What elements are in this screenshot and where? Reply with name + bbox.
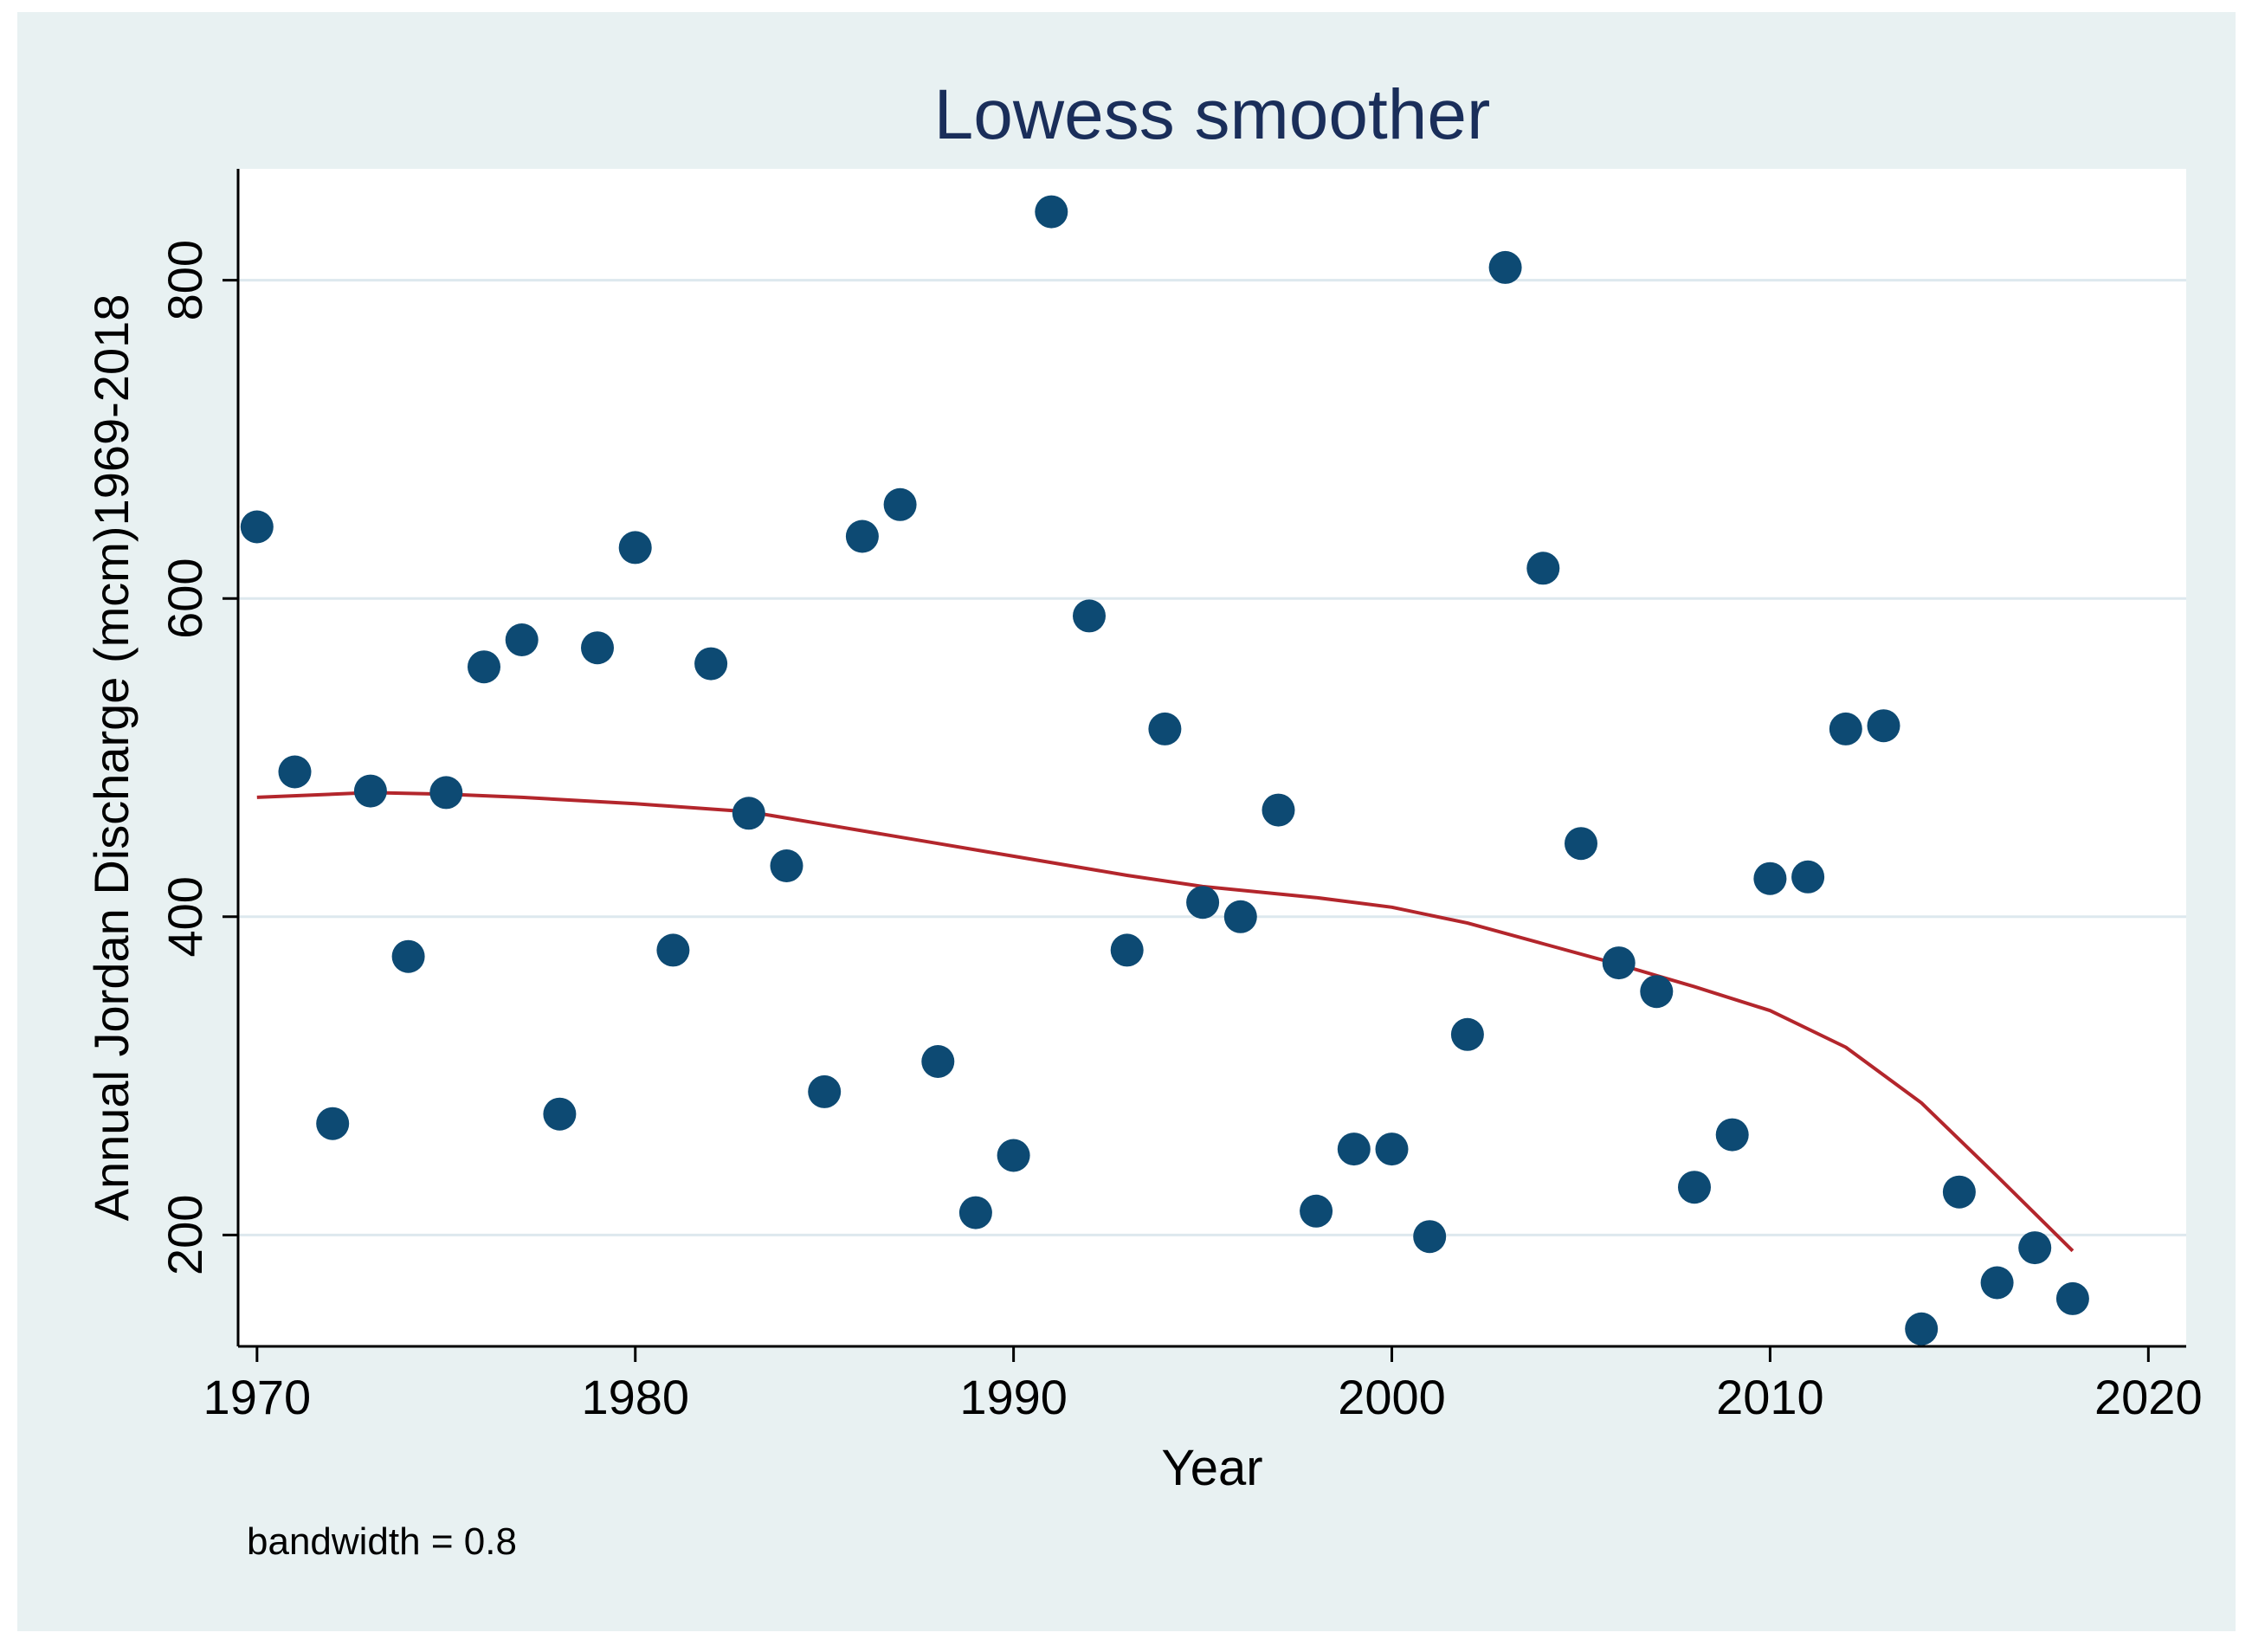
data-point	[1980, 1266, 2014, 1300]
data-point	[1262, 793, 1295, 827]
data-point	[1565, 827, 1597, 861]
data-point	[1905, 1312, 1939, 1345]
y-tick-label: 200	[158, 1195, 212, 1275]
lowess-line	[256, 791, 2075, 1253]
data-point	[505, 623, 539, 656]
x-tick-label: 1990	[959, 1370, 1068, 1424]
data-point	[1602, 946, 1636, 980]
plot-area	[238, 169, 2186, 1346]
data-point	[618, 531, 652, 565]
smoother-layer	[256, 791, 2075, 1253]
data-point	[1640, 975, 1674, 1009]
data-point	[1791, 860, 1825, 894]
data-point	[1753, 861, 1787, 895]
data-point	[1678, 1171, 1711, 1204]
data-point	[1148, 712, 1182, 745]
data-point	[1829, 712, 1862, 745]
points-layer	[240, 195, 2089, 1345]
data-point	[883, 487, 917, 521]
data-point	[1035, 195, 1068, 229]
data-point	[1300, 1194, 1333, 1228]
y-tick-label: 800	[158, 240, 212, 320]
data-point	[240, 510, 274, 544]
data-point	[391, 939, 425, 973]
x-axis-label: Year	[1161, 1440, 1262, 1496]
data-point	[1186, 886, 1220, 920]
y-ticks: 200 400 600 800	[158, 240, 238, 1275]
data-point	[1110, 933, 1144, 967]
x-tick-label: 1970	[203, 1370, 312, 1424]
x-tick-label: 1980	[581, 1370, 689, 1424]
data-point	[732, 797, 765, 830]
data-point	[2018, 1231, 2052, 1265]
data-point	[770, 849, 803, 882]
data-point	[808, 1074, 842, 1108]
data-point	[845, 519, 879, 553]
x-tick-label: 2020	[2094, 1370, 2203, 1424]
data-point	[1413, 1220, 1447, 1254]
data-point	[316, 1107, 350, 1140]
data-point	[1375, 1133, 1409, 1166]
data-point	[1526, 552, 1560, 585]
data-point	[1450, 1017, 1484, 1051]
x-tick-label: 2000	[1338, 1370, 1446, 1424]
data-point	[1942, 1175, 1976, 1209]
data-point	[921, 1045, 955, 1078]
data-point	[1488, 250, 1522, 284]
data-point	[1715, 1118, 1749, 1152]
data-point	[997, 1139, 1030, 1172]
data-point	[958, 1196, 992, 1229]
data-point	[353, 774, 387, 808]
data-point	[1867, 709, 1900, 743]
data-point	[543, 1097, 577, 1131]
bandwidth-note: bandwidth = 0.8	[247, 1520, 517, 1563]
data-point	[2055, 1281, 2089, 1315]
data-point	[1337, 1133, 1371, 1166]
x-ticks: 1970 1980 1990 2000 2010 2020	[203, 1346, 2203, 1424]
axes	[236, 169, 2186, 1348]
gridlines	[238, 279, 2186, 1236]
y-tick-label: 400	[158, 876, 212, 957]
data-point	[694, 647, 728, 681]
x-tick-label: 2010	[1716, 1370, 1824, 1424]
y-axis-label: Annual Jordan Discharge (mcm)1969-2018	[84, 294, 139, 1222]
data-point	[581, 631, 614, 665]
data-point	[278, 755, 312, 789]
data-point	[1223, 900, 1257, 933]
chart-title: Lowess smoother	[934, 75, 1491, 154]
y-tick-label: 600	[158, 558, 212, 638]
data-point	[656, 933, 690, 967]
data-point	[1073, 599, 1106, 633]
data-point	[429, 776, 463, 810]
data-point	[468, 650, 500, 684]
